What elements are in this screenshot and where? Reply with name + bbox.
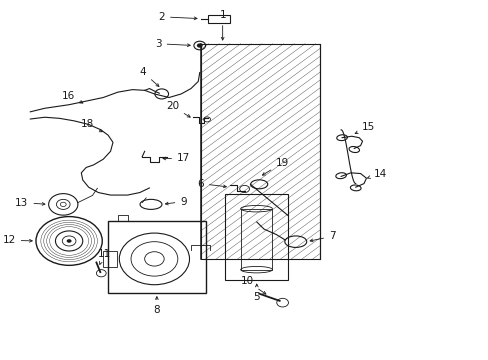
Text: 18: 18 <box>81 120 102 132</box>
Bar <box>207 15 229 23</box>
Text: 2: 2 <box>158 12 197 22</box>
Text: 10: 10 <box>240 276 265 294</box>
Circle shape <box>197 43 202 48</box>
Text: 6: 6 <box>197 179 226 189</box>
Text: 13: 13 <box>15 198 45 208</box>
Text: 12: 12 <box>2 235 32 245</box>
Text: 14: 14 <box>366 168 386 179</box>
Text: 3: 3 <box>155 39 190 49</box>
Text: 1: 1 <box>219 10 225 40</box>
Text: 8: 8 <box>153 297 160 315</box>
Text: 17: 17 <box>163 153 190 163</box>
Text: 9: 9 <box>165 197 186 207</box>
Text: 16: 16 <box>61 91 82 103</box>
Text: 7: 7 <box>309 231 335 242</box>
Bar <box>224 194 288 280</box>
Text: 5: 5 <box>253 284 260 302</box>
Text: 4: 4 <box>140 67 159 86</box>
Text: 15: 15 <box>354 122 375 134</box>
Text: 20: 20 <box>165 102 190 117</box>
Bar <box>240 209 272 270</box>
Bar <box>108 221 205 293</box>
Circle shape <box>66 239 71 243</box>
Bar <box>103 251 117 267</box>
Text: 19: 19 <box>262 158 288 175</box>
Text: 11: 11 <box>98 248 111 265</box>
